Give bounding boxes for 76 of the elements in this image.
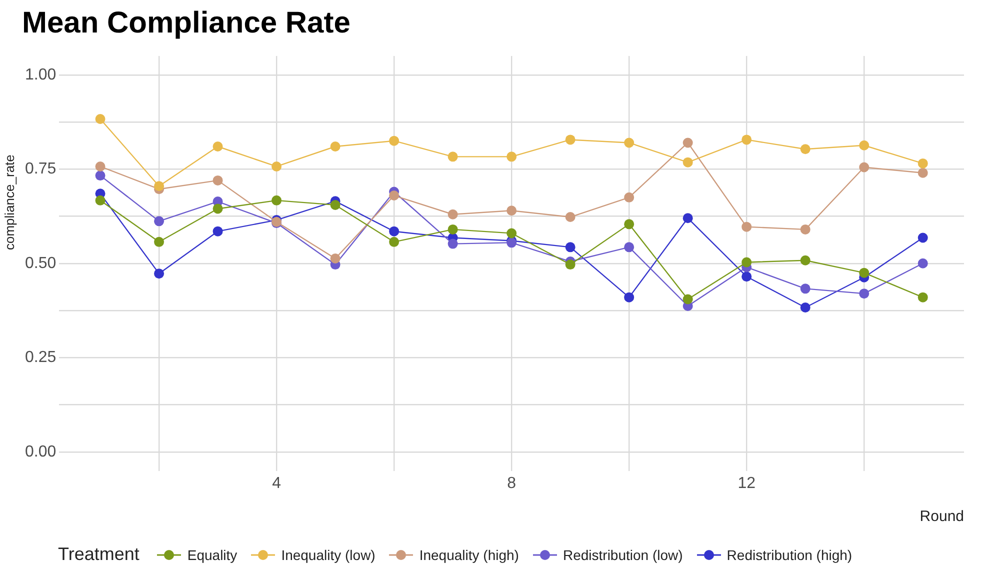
point [565, 212, 576, 222]
point [565, 134, 576, 145]
y-tick-label: 0.00 [25, 443, 56, 460]
point [330, 254, 340, 264]
x-tick-label: 8 [507, 474, 516, 492]
point [154, 181, 164, 192]
point [212, 204, 223, 214]
point [448, 238, 458, 249]
point [859, 268, 870, 278]
point [448, 209, 458, 220]
point [389, 136, 400, 146]
point [859, 140, 870, 150]
legend-title: Treatment [58, 544, 140, 565]
point [95, 114, 106, 124]
point [918, 158, 928, 168]
legend-label: Redistribution (high) [726, 546, 852, 562]
point [682, 157, 693, 168]
chart-title: Mean Compliance Rate [22, 6, 350, 40]
point [212, 226, 223, 236]
point [272, 161, 282, 172]
point [918, 168, 928, 178]
point [682, 138, 693, 148]
point [624, 138, 634, 148]
point [742, 222, 752, 232]
point [800, 144, 810, 154]
point [742, 257, 752, 268]
point [95, 161, 106, 172]
y-axis-title: compliance_rate [2, 154, 17, 250]
legend-label: Inequality (high) [419, 546, 519, 562]
point [565, 242, 576, 252]
point [800, 224, 810, 234]
x-axis-title: Round [920, 508, 964, 526]
legend-label: Redistribution (low) [562, 546, 683, 562]
point [624, 292, 634, 302]
point [389, 236, 400, 247]
point [682, 294, 693, 304]
point [918, 232, 928, 243]
point [389, 190, 400, 201]
y-tick-label: 1.00 [25, 66, 56, 84]
point [506, 152, 517, 162]
point [859, 162, 870, 172]
point [389, 226, 400, 236]
point [506, 206, 517, 216]
x-tick-label: 12 [738, 474, 756, 492]
point [154, 236, 164, 247]
point [800, 302, 810, 313]
point [154, 268, 164, 279]
y-tick-label: 0.75 [25, 160, 56, 178]
point [624, 219, 634, 230]
point [330, 200, 340, 210]
point [154, 216, 164, 226]
point [859, 288, 870, 299]
y-tick-label: 0.25 [25, 349, 56, 366]
point [918, 292, 928, 302]
point [330, 142, 340, 152]
point [918, 258, 928, 268]
point [95, 195, 106, 206]
point [682, 213, 693, 224]
y-tick-label: 0.50 [25, 254, 56, 272]
point [212, 142, 223, 152]
point [448, 152, 458, 162]
legend-label: Inequality (low) [281, 546, 376, 562]
point [742, 272, 752, 282]
point [95, 170, 106, 181]
point [565, 260, 576, 270]
point [506, 228, 517, 238]
point [624, 192, 634, 202]
point [742, 134, 752, 145]
point [800, 255, 810, 266]
point [272, 195, 282, 206]
legend-label: Equality [187, 546, 238, 562]
x-tick-label: 4 [272, 474, 282, 492]
point [624, 242, 634, 252]
point [212, 175, 223, 186]
point [800, 284, 810, 294]
point [448, 224, 458, 234]
